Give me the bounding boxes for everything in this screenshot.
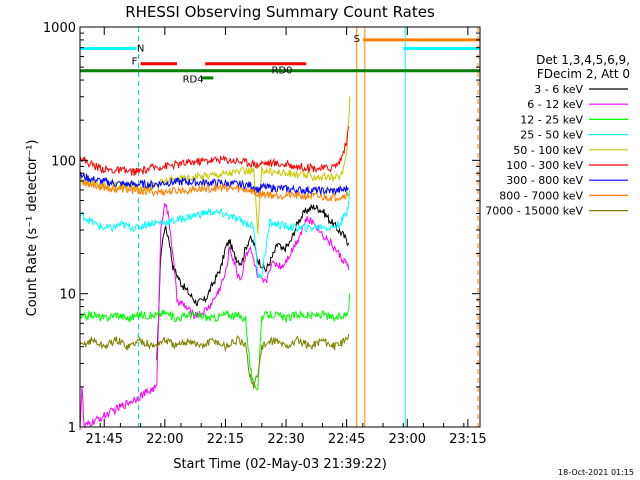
y-axis-label: Count Rate (s⁻¹ detector⁻¹) [25,140,40,317]
legend-label-6: 300 - 800 keV [506,174,583,187]
legend-label-5: 100 - 300 keV [506,159,583,172]
legend-label-7: 800 - 7000 keV [499,189,583,202]
flag-label-rd0: RD0 [272,66,293,77]
flag-label-f: F [132,57,138,68]
plot-frame [79,26,481,428]
y-tick-label-3: 1000 [43,21,76,36]
flag-label-rd4: RD4 [183,75,204,86]
y-tick-label-0: 1 [68,421,76,436]
chart-title: RHESSI Observing Summary Count Rates [125,3,435,21]
series-line-7 [79,180,350,202]
series-line-3 [79,189,350,279]
x-tick-label-2: 22:15 [207,432,244,447]
x-tick-label-1: 22:00 [146,432,183,447]
legend-label-4: 50 - 100 keV [513,144,583,157]
footer-timestamp: 18-Oct-2021 01:15 [558,468,634,477]
series-line-6 [79,172,349,196]
flag-label-n: N [137,44,144,55]
series-line-8 [79,333,350,389]
legend-header-line-1: Det 1,3,4,5,6,9, [536,53,630,67]
series-line-2 [79,293,350,391]
legend-header-line-2: FDecim 2, Att 0 [537,67,630,81]
flag-label-s: S [354,34,360,45]
legend-label-2: 12 - 25 keV [520,113,583,126]
legend-label-8: 7000 - 15000 keV [485,205,583,218]
legend-label-0: 3 - 6 keV [534,83,583,96]
x-tick-label-0: 21:45 [86,432,123,447]
x-tick-label-3: 22:30 [267,432,304,447]
x-tick-label-6: 23:15 [449,432,486,447]
legend-label-3: 25 - 50 keV [520,129,583,142]
series-line-5 [79,126,350,176]
y-tick-label-1: 10 [59,288,76,303]
x-tick-label-5: 23:00 [389,432,426,447]
series-line-0 [156,203,350,361]
x-tick-label-4: 22:45 [328,432,365,447]
legend-label-1: 6 - 12 keV [527,98,583,111]
y-tick-label-2: 100 [51,154,76,169]
x-axis-label: Start Time (02-May-03 21:39:22) [173,457,387,472]
